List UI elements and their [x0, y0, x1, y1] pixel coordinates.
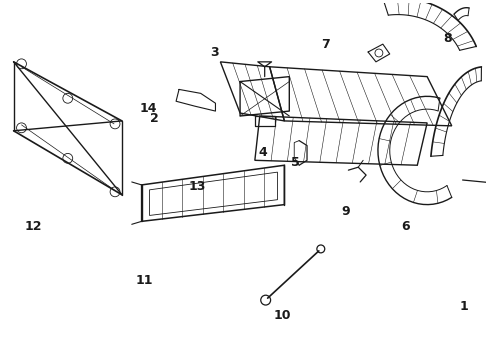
Text: 3: 3: [210, 45, 219, 59]
Text: 8: 8: [443, 32, 452, 45]
Text: 11: 11: [136, 274, 153, 287]
Text: 14: 14: [140, 102, 157, 114]
Text: 12: 12: [24, 220, 42, 233]
Text: 10: 10: [273, 309, 291, 322]
Text: 9: 9: [341, 205, 350, 218]
Text: 2: 2: [150, 112, 159, 125]
Text: 5: 5: [291, 156, 299, 169]
Text: 13: 13: [189, 180, 206, 193]
Text: 4: 4: [258, 146, 267, 159]
Text: 7: 7: [321, 38, 330, 51]
Text: 1: 1: [459, 300, 468, 312]
Text: 6: 6: [401, 220, 410, 233]
